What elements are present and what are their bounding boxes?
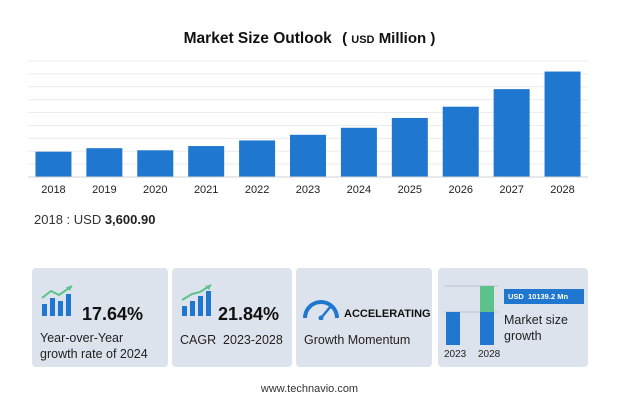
bar-2020 [137, 150, 174, 177]
bar-2028-increment [480, 286, 494, 312]
base-value-number: 3,600.90 [104, 212, 156, 227]
x-tick-label: 2019 [92, 184, 116, 196]
bar-2023 [290, 134, 326, 177]
cagr-card: 21.84% CAGR 2023-2028 [172, 268, 292, 367]
momentum-label: Growth Momentum [304, 333, 411, 347]
bar-2028-base [480, 312, 494, 345]
growth-chart-icon [181, 284, 212, 316]
market-badge: USD 10139.2 Mn [508, 292, 569, 301]
title-unit: ( USD Million ) [342, 30, 436, 47]
market-badge-bg [504, 289, 584, 304]
x-tick-label: 2026 [448, 184, 472, 196]
bar-2024 [340, 127, 377, 177]
x-tick-label: 2027 [499, 184, 523, 196]
yoy-label-line1: Year-over-Year [40, 331, 124, 345]
bar-2028 [544, 71, 581, 177]
x-tick-label: 2018 [41, 184, 65, 196]
yoy-card: 17.64% Year-over-Year growth rate of 202… [32, 268, 168, 367]
base-value-prefix: 2018 : USD [34, 212, 102, 227]
cagr-label: CAGR 2023-2028 [180, 333, 283, 347]
bar-2019 [86, 148, 123, 177]
chart-title: Market Size Outlook ( USD Million ) [0, 30, 619, 48]
bar-2022 [239, 140, 276, 177]
bar-2018 [35, 151, 72, 177]
market-year-end: 2028 [478, 349, 501, 360]
bars [35, 71, 581, 177]
x-tick-labels: 2018 2019 2020 2021 2022 2023 2024 2025 2026 2027… [41, 184, 575, 196]
title-text: Market Size Outlook [183, 30, 332, 47]
cagr-value: 21.84% [218, 304, 280, 324]
bar-2027 [493, 89, 530, 177]
growth-chart-icon [41, 285, 73, 316]
x-tick-label: 2024 [347, 184, 371, 196]
market-label-line1: Market size [504, 313, 568, 327]
bar-2023 [446, 312, 460, 345]
x-tick-label: 2022 [245, 184, 269, 196]
market-size-card: USD 10139.2 Mn Market size growth 2023 2… [438, 268, 588, 367]
bar-chart: 2018 2019 2020 2021 2022 2023 2024 2025 2026 2027… [28, 60, 588, 196]
momentum-value: ACCELERATING [344, 308, 431, 320]
x-tick-label: 2025 [398, 184, 422, 196]
market-year-start: 2023 [444, 349, 467, 360]
bar-2026 [442, 106, 479, 177]
yoy-label-line2: growth rate of 2024 [40, 347, 148, 361]
base-value: 2018 : USD 3,600.90 [34, 212, 155, 227]
speedometer-icon [303, 300, 339, 320]
momentum-card: ACCELERATING Growth Momentum [296, 268, 432, 367]
bar-2025 [391, 117, 428, 177]
bar-2021 [188, 146, 225, 177]
x-tick-label: 2023 [296, 184, 320, 196]
x-tick-label: 2020 [143, 184, 167, 196]
market-size-mini-chart [444, 285, 584, 345]
market-label-line2: growth [504, 329, 542, 343]
x-tick-label: 2021 [194, 184, 218, 196]
yoy-value: 17.64% [82, 304, 144, 324]
footer-source: www.technavio.com [260, 383, 359, 395]
x-tick-label: 2028 [550, 184, 574, 196]
